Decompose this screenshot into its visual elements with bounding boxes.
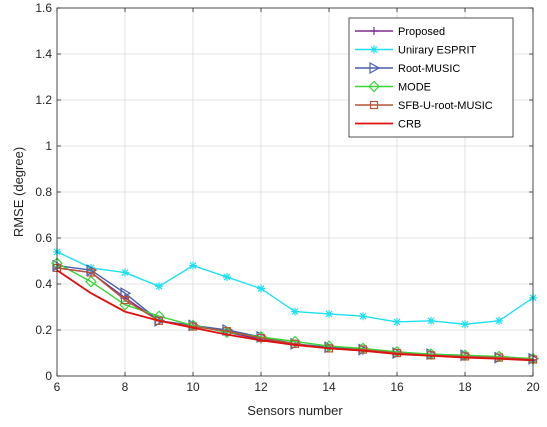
y-tick-label: 0 bbox=[45, 369, 52, 383]
x-tick-label: 8 bbox=[122, 380, 129, 394]
asterisk-marker bbox=[291, 308, 299, 316]
legend-label: CRB bbox=[398, 119, 421, 131]
x-tick-label: 14 bbox=[322, 380, 336, 394]
asterisk-marker bbox=[359, 312, 367, 320]
y-tick-label: 1.2 bbox=[35, 93, 52, 107]
legend-label: Proposed bbox=[398, 26, 445, 38]
y-tick-label: 1 bbox=[45, 139, 52, 153]
x-tick-label: 20 bbox=[526, 380, 540, 394]
y-tick-label: 0.2 bbox=[35, 323, 52, 337]
y-axis-title: RMSE (degree) bbox=[11, 147, 26, 237]
x-tick-label: 16 bbox=[390, 380, 404, 394]
asterisk-marker bbox=[189, 262, 197, 270]
asterisk-marker bbox=[393, 318, 401, 326]
x-tick-label: 6 bbox=[54, 380, 61, 394]
asterisk-marker bbox=[121, 269, 129, 277]
y-tick-label: 1.6 bbox=[35, 1, 52, 15]
series-unirary-esprit bbox=[53, 248, 537, 328]
y-tick-label: 1.4 bbox=[35, 47, 52, 61]
x-axis-title: Sensors number bbox=[247, 403, 343, 418]
y-tick-label: 0.6 bbox=[35, 231, 52, 245]
asterisk-marker bbox=[325, 310, 333, 318]
legend-label: MODE bbox=[398, 82, 431, 94]
x-tick-label: 18 bbox=[458, 380, 472, 394]
asterisk-marker bbox=[155, 282, 163, 290]
y-tick-label: 0.4 bbox=[35, 277, 52, 291]
y-tick-label: 0.8 bbox=[35, 185, 52, 199]
asterisk-marker bbox=[257, 285, 265, 293]
x-tick-label: 10 bbox=[186, 380, 200, 394]
asterisk-marker bbox=[370, 46, 378, 54]
asterisk-marker bbox=[461, 320, 469, 328]
asterisk-marker bbox=[223, 273, 231, 281]
legend: Proposed Unirary ESPRIT Root-MUSIC MODE SFB-… bbox=[349, 18, 513, 137]
asterisk-marker bbox=[427, 317, 435, 325]
asterisk-marker bbox=[495, 317, 503, 325]
legend-label: SFB-U-root-MUSIC bbox=[398, 100, 493, 112]
x-tick-label: 12 bbox=[254, 380, 268, 394]
legend-label: Root-MUSIC bbox=[398, 63, 460, 75]
legend-label: Unirary ESPRIT bbox=[398, 45, 477, 57]
